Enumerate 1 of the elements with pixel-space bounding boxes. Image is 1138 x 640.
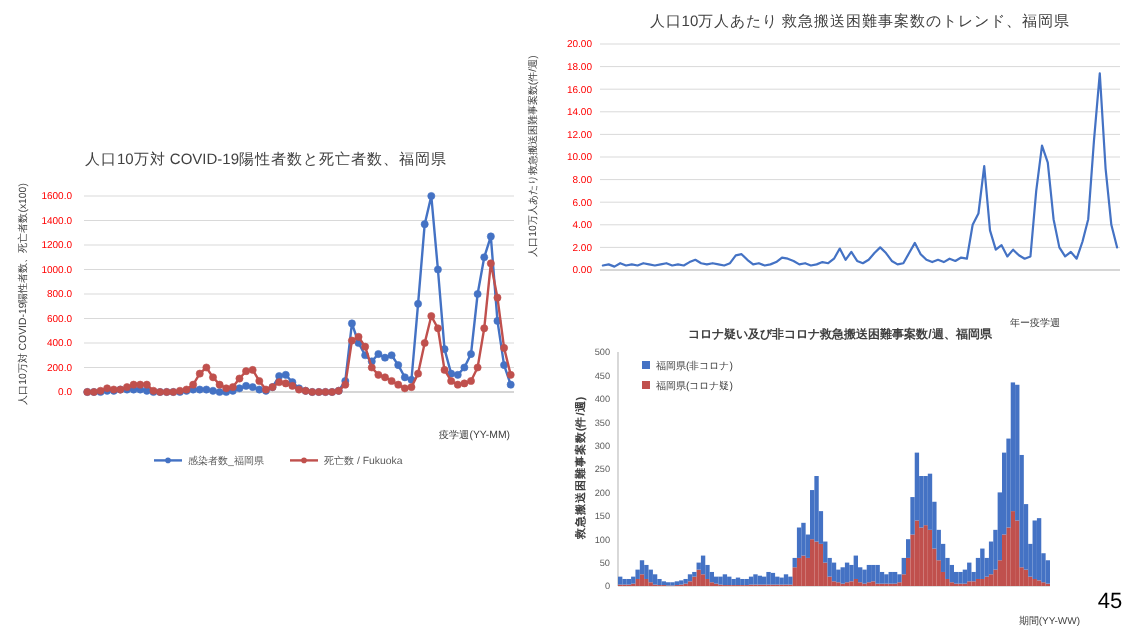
text: 45: [1097, 590, 1123, 614]
